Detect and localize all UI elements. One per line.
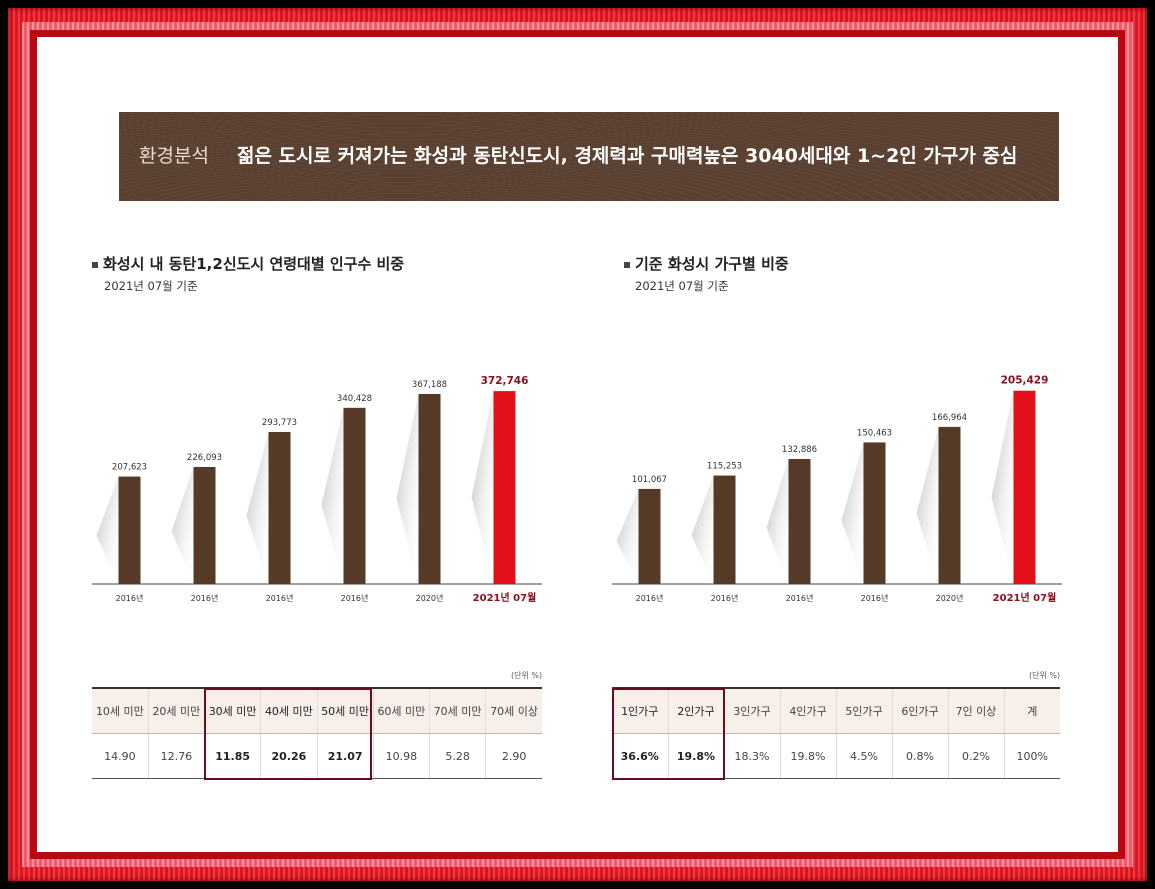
household-ratio-table: 1인가구 2인가구 3인가구 4인가구 5인가구 6인가구 7인 이상 계 36.6% 19.8… [612, 687, 1060, 779]
table-value-cell: 0.8% [891, 733, 948, 779]
bar-shadow [991, 390, 1014, 584]
bar-shadow [246, 431, 269, 584]
bar-value-label: 205,429 [1001, 375, 1049, 387]
table-value-cell: 21.07 [316, 733, 374, 779]
table-value-cell: 2.90 [485, 733, 542, 779]
table-header-cell: 1인가구 [612, 687, 668, 734]
table-value-cell: 12.76 [147, 733, 205, 779]
table-header-cell: 6인가구 [891, 687, 948, 734]
bar-shadow [471, 391, 494, 584]
population-bar-chart: 207,623 2016년 226,093 2016년 293,773 2016년 340,… [92, 375, 542, 604]
table-header-cell: 3인가구 [723, 687, 780, 734]
bar-shadow [396, 393, 419, 584]
bar [1013, 390, 1036, 584]
bar [638, 488, 661, 584]
table-value-cell: 11.85 [203, 733, 261, 779]
bar-value-label: 132,886 [782, 445, 817, 455]
bar [863, 442, 886, 584]
banner-tag: 환경분석 [139, 145, 209, 167]
x-tick-label: 2020년 [936, 593, 964, 603]
x-tick-label: 2020년 [416, 593, 444, 603]
bar [343, 407, 366, 584]
table-value-cell: 19.8% [667, 733, 724, 779]
bar [493, 391, 516, 584]
x-tick-label: 2016년 [191, 593, 219, 603]
left-unit-label: (단위 %) [511, 671, 543, 680]
x-tick-label: 2016년 [116, 593, 144, 603]
bar-shadow [841, 442, 864, 584]
bar-shadow [916, 426, 939, 584]
x-tick-label: 2016년 [711, 593, 739, 603]
bullet-square-icon [624, 261, 630, 268]
header-banner: 환경분석 젊은 도시로 커져가는 화성과 동탄신도시, 경제력과 구매력높은 3… [119, 112, 1059, 201]
x-tick-label: 2016년 [636, 593, 664, 603]
x-tick-label: 2021년 07월 [993, 591, 1057, 604]
table-header-cell: 20세 미만 [147, 687, 205, 734]
table-value-cell: 14.90 [92, 733, 149, 779]
bar-value-label: 226,093 [187, 453, 222, 463]
household-bar-chart: 101,067 2016년 115,253 2016년 132,886 2016년 150,… [612, 375, 1062, 604]
table-value-cell: 36.6% [612, 733, 668, 779]
table-header-cell: 70세 미만 [428, 687, 486, 734]
bar [193, 466, 216, 584]
x-tick-label: 2016년 [786, 593, 814, 603]
table-header-cell: 30세 미만 [203, 687, 261, 734]
bar-shadow [691, 475, 714, 584]
bar-value-label: 340,428 [337, 394, 372, 404]
table-value-cell: 4.5% [835, 733, 892, 779]
bar-value-label: 166,964 [932, 413, 967, 423]
x-tick-label: 2021년 07월 [473, 591, 537, 604]
bar-value-label: 150,463 [857, 428, 892, 438]
table-value-cell: 18.3% [723, 733, 780, 779]
x-tick-label: 2016년 [341, 593, 369, 603]
left-section-title: 화성시 내 동탄1,2신도시 연령대별 인구수 비중 [92, 253, 404, 274]
table-header-cell: 10세 미만 [92, 687, 149, 734]
table-value-cell: 10.98 [372, 733, 430, 779]
bar-value-label: 372,746 [481, 375, 529, 387]
right-section-subtitle: 2021년 07월 기준 [635, 279, 729, 293]
right-section-title: 기준 화성시 가구별 비중 [624, 253, 789, 274]
bar [268, 431, 291, 584]
right-unit-label: (단위 %) [1029, 671, 1061, 680]
bar-shadow [616, 488, 639, 584]
table-header-cell: 5인가구 [835, 687, 892, 734]
bar-value-label: 367,188 [412, 380, 447, 390]
table-header-cell: 계 [1003, 687, 1060, 734]
table-header-cell: 7인 이상 [947, 687, 1004, 734]
left-section-subtitle: 2021년 07월 기준 [104, 279, 198, 293]
bar [788, 458, 811, 584]
table-header-cell: 50세 미만 [316, 687, 374, 734]
table-header-cell: 60세 미만 [372, 687, 430, 734]
bar [713, 475, 736, 584]
x-tick-label: 2016년 [861, 593, 889, 603]
table-header-cell: 40세 미만 [260, 687, 317, 734]
bar [418, 393, 441, 584]
x-tick-label: 2016년 [266, 593, 294, 603]
bar-shadow [321, 407, 344, 584]
table-value-cell: 0.2% [947, 733, 1004, 779]
bar-value-label: 207,623 [112, 463, 147, 473]
bar-shadow [766, 458, 789, 584]
table-header-cell: 2인가구 [667, 687, 724, 734]
bar-value-label: 293,773 [262, 418, 297, 428]
bar [118, 476, 141, 584]
page: 환경분석 젊은 도시로 커져가는 화성과 동탄신도시, 경제력과 구매력높은 3… [37, 37, 1118, 852]
banner-headline: 젊은 도시로 커져가는 화성과 동탄신도시, 경제력과 구매력높은 3040세대… [237, 145, 1018, 167]
bar-value-label: 101,067 [632, 475, 667, 485]
table-value-cell: 100% [1003, 733, 1060, 779]
table-value-cell: 19.8% [779, 733, 836, 779]
bar-shadow [96, 476, 119, 584]
table-header-cell: 4인가구 [779, 687, 836, 734]
age-ratio-table: 10세 미만 20세 미만 30세 미만 40세 미만 50세 미만 60세 미만 70세 … [92, 687, 542, 779]
bar-value-label: 115,253 [707, 462, 742, 472]
bullet-square-icon [92, 261, 98, 268]
table-value-cell: 20.26 [260, 733, 317, 779]
table-header-cell: 70세 이상 [485, 687, 542, 734]
bar-shadow [171, 466, 194, 584]
bar [938, 426, 961, 584]
table-value-cell: 5.28 [428, 733, 486, 779]
